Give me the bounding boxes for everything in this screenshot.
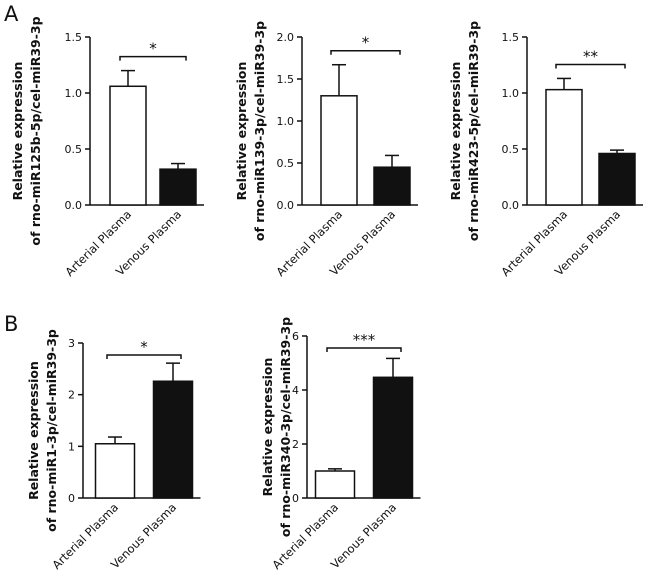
y-axis-label: of rno-miR1-3p/cel-miR39-3p <box>44 329 59 532</box>
y-tick-label: 6 <box>292 330 299 343</box>
chart-5: 0 2 4 6 Relative expression of rno-miR340-3p/… <box>260 317 421 572</box>
y-tick-label: 2.0 <box>277 31 295 44</box>
bar-venous-plasma <box>598 152 636 206</box>
y-axis-label: of rno-miR125b-5p/cel-miR39-3p <box>28 16 43 245</box>
y-tick-label: 2 <box>68 389 75 402</box>
bar-venous-plasma <box>152 380 194 499</box>
chart-3: 0.0 0.5 1.0 1.5 Relative expression of rno-mi… <box>448 21 643 279</box>
bar-arterial-plasma <box>94 443 136 499</box>
bar-venous-plasma <box>373 166 411 206</box>
y-tick-label: 1.5 <box>65 31 83 44</box>
y-tick-label: 3 <box>68 337 75 350</box>
y-tick-label: 1.0 <box>277 115 295 128</box>
chart-4: 0 1 2 3 Relative expression of rno-miR1-3p/ce… <box>26 329 201 572</box>
y-axis-label: of rno-miR423-5p/cel-miR39-3p <box>466 21 481 241</box>
y-tick-label: 0.0 <box>502 199 520 212</box>
significance-bracket <box>330 49 401 55</box>
chart-2: 0.0 0.5 1.0 1.5 2.0 Relative expression of rno… <box>234 21 418 279</box>
y-tick-label: 0.5 <box>277 157 295 170</box>
y-axis-label: Relative expression <box>260 358 275 497</box>
y-tick-label: 0 <box>292 492 299 505</box>
y-tick-label: 1.5 <box>277 73 295 86</box>
y-axis-label: Relative expression <box>234 62 249 201</box>
y-axis-label: Relative expression <box>448 62 463 201</box>
y-tick-label: 1 <box>68 440 75 453</box>
y-tick-label: 1.0 <box>502 87 520 100</box>
chart-1: 0.0 0.5 1.0 1.5 Relative expression of rno-mi… <box>10 16 204 279</box>
y-axis-label: of rno-miR139-3p/cel-miR39-3p <box>252 21 267 241</box>
y-axis-label: Relative expression <box>26 361 41 500</box>
significance-label: * <box>140 338 148 356</box>
significance-label: *** <box>353 331 376 349</box>
bar-arterial-plasma <box>109 85 147 206</box>
bar-arterial-plasma <box>545 88 583 206</box>
y-tick-label: 0 <box>68 492 75 505</box>
y-tick-label: 1.0 <box>65 87 83 100</box>
bar-venous-plasma <box>159 168 197 206</box>
y-axis-label: of rno-miR340-3p/cel-miR39-3p <box>278 317 293 537</box>
y-tick-label: 0.5 <box>502 143 520 156</box>
bar-arterial-plasma <box>320 95 358 206</box>
y-tick-label: 4 <box>292 384 299 397</box>
bar-venous-plasma <box>372 376 414 499</box>
bar-arterial-plasma <box>314 470 356 499</box>
panel-label-b: B <box>4 312 19 336</box>
significance-bracket <box>326 347 402 352</box>
y-tick-label: 0.0 <box>277 199 295 212</box>
significance-label: ** <box>583 47 599 65</box>
significance-bracket <box>106 354 182 359</box>
significance-label: * <box>149 40 157 58</box>
panel-label-a: A <box>4 2 19 26</box>
y-tick-label: 0.5 <box>65 143 83 156</box>
y-tick-label: 2 <box>292 438 299 451</box>
y-axis-label: Relative expression <box>10 62 25 201</box>
y-tick-label: 1.5 <box>502 31 520 44</box>
y-tick-label: 0.0 <box>65 199 83 212</box>
significance-label: * <box>362 34 370 52</box>
significance-bracket <box>119 55 187 61</box>
significance-bracket <box>555 63 626 69</box>
